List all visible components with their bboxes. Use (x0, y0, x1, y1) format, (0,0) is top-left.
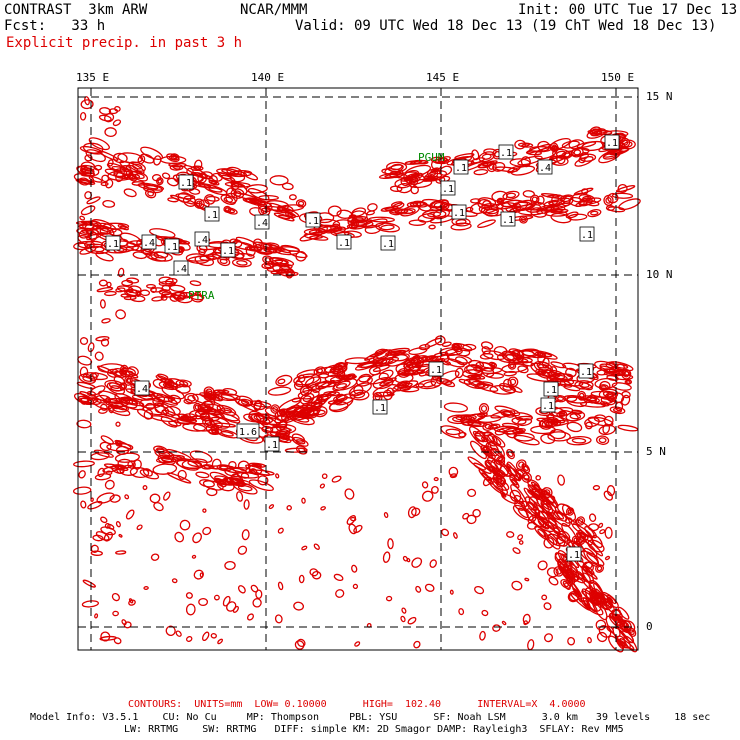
contour-label: .1 (372, 399, 388, 415)
contour-label-text: .1 (166, 242, 178, 253)
contour-label: .1 (220, 242, 236, 258)
contour-label-text: .1 (455, 163, 467, 174)
contour-label-text: .4 (539, 163, 551, 174)
contour-label: .1 (264, 436, 280, 452)
contour-label: .1 (451, 204, 467, 220)
contour-label: .1 (204, 206, 220, 222)
contour-label-text: .1 (338, 238, 350, 249)
contour-label: .4 (141, 234, 157, 250)
contour-label-text: .1 (442, 184, 454, 195)
valid-time: Valid: 09 UTC Wed 18 Dec 13 (19 ChT Wed … (295, 18, 717, 34)
model-info-line2: LW: RRTMG SW: RRTMG DIFF: simple KM: 2D … (124, 724, 624, 735)
contour-label: .1 (543, 381, 559, 397)
contour-label: .1 (428, 361, 444, 377)
contour-label-text: .1 (581, 230, 593, 241)
contour-label: .4 (134, 380, 150, 396)
contour-label: .4 (173, 260, 189, 276)
contour-label-text: .1 (500, 148, 512, 159)
contour-label: .1 (500, 211, 516, 227)
lon-tick-140: 140 E (251, 71, 285, 84)
map-frame (77, 87, 639, 651)
contour-label-text: .1 (542, 401, 554, 412)
model-info-line1: Model Info: V3.5.1 CU: No Cu MP: Thompso… (30, 712, 711, 723)
contour-label-text: .1 (502, 215, 514, 226)
lat-tick-10n: 10 N (646, 268, 673, 281)
contour-label-text: .1 (430, 365, 442, 376)
center-name: NCAR/MMM (240, 2, 308, 18)
contour-label-text: .1 (606, 138, 618, 149)
contour-label: .1 (453, 159, 469, 175)
contour-label: .1 (578, 363, 594, 379)
contour-label: .1 (604, 134, 620, 150)
contour-label-text: .1 (374, 403, 386, 414)
lat-tick-0: 0 (646, 620, 653, 633)
forecast-hour: Fcst: 33 h (4, 18, 106, 34)
contour-label-text: .4 (143, 238, 155, 249)
contour-label: 1.6 (236, 423, 260, 439)
precip-contours (72, 96, 641, 653)
contour-label: .1 (566, 546, 582, 562)
contour-label: .1 (105, 235, 121, 251)
contour-label-text: .1 (180, 178, 192, 189)
init-time: Init: 00 UTC Tue 17 Dec 13 (518, 2, 738, 18)
contour-label: .1 (440, 180, 456, 196)
contour-info: CONTOURS: UNITS=mm LOW= 0.10000 HIGH= 10… (128, 699, 586, 710)
lat-lon-grid (78, 88, 638, 650)
contour-label-text: .1 (382, 239, 394, 250)
map-title: CONTRAST 3km ARW (4, 2, 148, 18)
contour-label-text: .4 (175, 264, 187, 275)
station-ptra: PTRA (188, 289, 215, 302)
lat-tick-15n: 15 N (646, 90, 673, 103)
lon-tick-150: 150 E (601, 71, 635, 84)
contour-label-text: .1 (568, 550, 580, 561)
lon-tick-135: 135 E (76, 71, 110, 84)
contour-label-text: .1 (453, 208, 465, 219)
station-pgum: PGUM (418, 151, 445, 164)
contour-label-text: .1 (107, 239, 119, 250)
contour-label-text: .4 (196, 235, 208, 246)
contour-label-text: .4 (256, 218, 268, 229)
contour-label: .1 (498, 144, 514, 160)
contour-label: .1 (380, 235, 396, 251)
field-name: Explicit precip. in past 3 h (6, 35, 243, 51)
lon-tick-145: 145 E (426, 71, 460, 84)
contour-label: .4 (254, 214, 270, 230)
lat-tick-5n: 5 N (646, 445, 666, 458)
contour-label-text: 1.6 (239, 427, 257, 438)
contour-label: .1 (178, 174, 194, 190)
contour-label: .4 (537, 159, 553, 175)
contour-label-text: .4 (136, 384, 148, 395)
contour-label: .1 (540, 397, 556, 413)
contour-label: .1 (305, 212, 321, 228)
contour-label: .1 (336, 234, 352, 250)
contour-label-text: .1 (222, 246, 234, 257)
contour-label: .1 (164, 238, 180, 254)
contour-label: .4 (194, 231, 210, 247)
contour-label-text: .1 (580, 367, 592, 378)
contour-label-text: .1 (266, 440, 278, 451)
contour-label-text: .1 (545, 385, 557, 396)
contour-label-text: .1 (206, 210, 218, 221)
contour-label: .1 (579, 226, 595, 242)
contour-label-text: .1 (307, 216, 319, 227)
contour-label-group: .1.1.4.1.1.1.1.4.1.1.1.1.4.1.4.1.1.1.1.4… (105, 134, 620, 562)
